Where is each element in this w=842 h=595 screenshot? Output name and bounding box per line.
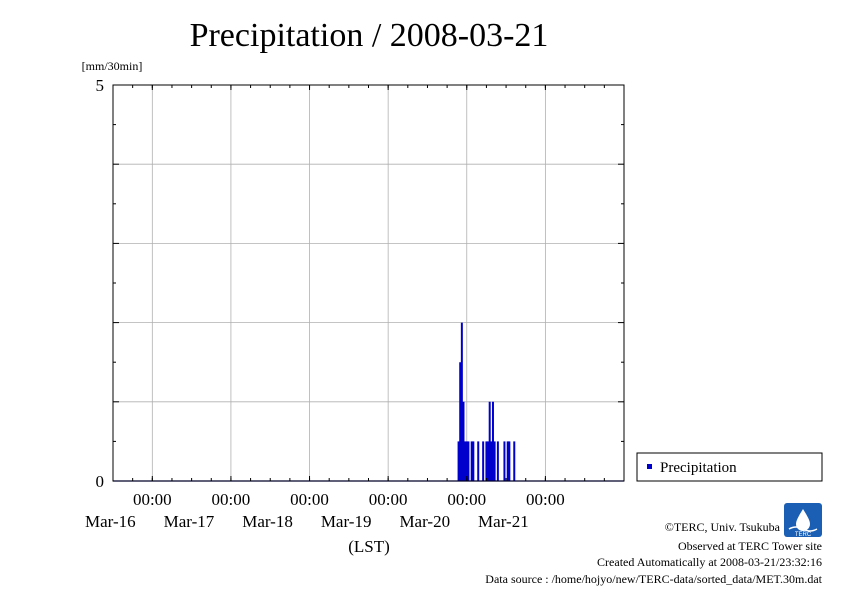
- created-text: Created Automatically at 2008-03-21/23:3…: [597, 555, 822, 569]
- legend-box: [636, 452, 823, 482]
- legend-label: Precipitation: [660, 460, 737, 476]
- y-tick-label: 5: [96, 76, 105, 95]
- x-tick-date: Mar-17: [164, 512, 215, 531]
- legend: Precipitation: [636, 452, 823, 482]
- logo-text: TERC: [795, 532, 812, 538]
- observed-text: Observed at TERC Tower site: [678, 539, 822, 553]
- x-tick-time: 00:00: [447, 490, 486, 509]
- x-tick-date: Mar-19: [321, 512, 372, 531]
- grid-lines: [113, 85, 624, 481]
- y-axis-label: [mm/30min]: [82, 59, 143, 73]
- wave-icon: [788, 526, 818, 532]
- x-tick-time: 00:00: [526, 490, 565, 509]
- x-tick-date: Mar-20: [399, 512, 450, 531]
- x-tick-date: Mar-21: [478, 512, 529, 531]
- x-tick-time: 00:00: [369, 490, 408, 509]
- legend-swatch: [647, 464, 652, 469]
- x-tick-time: 00:00: [212, 490, 251, 509]
- x-tick-time: 00:00: [290, 490, 329, 509]
- source-text: Data source : /home/hojyo/new/TERC-data/…: [485, 572, 822, 586]
- x-tick-time: 00:00: [133, 490, 172, 509]
- y-tick-label: 0: [96, 472, 105, 491]
- tick-labels: 00:00 Mar-16 00:00 Mar-17 00:00 Mar-18 00:00 Ma…: [85, 76, 565, 531]
- chart-title: Precipitation / 2008-03-21: [190, 17, 549, 54]
- copyright-text: ©TERC, Univ. Tsukuba: [665, 520, 781, 534]
- terc-logo: TERC: [784, 503, 822, 538]
- x-axis-label: (LST): [348, 537, 390, 556]
- plot-frame: [112, 84, 625, 482]
- x-tick-date: Mar-18: [242, 512, 293, 531]
- x-tick-date: Mar-16: [85, 512, 136, 531]
- axis-ticks: [112, 84, 625, 482]
- drop-icon: [796, 509, 810, 531]
